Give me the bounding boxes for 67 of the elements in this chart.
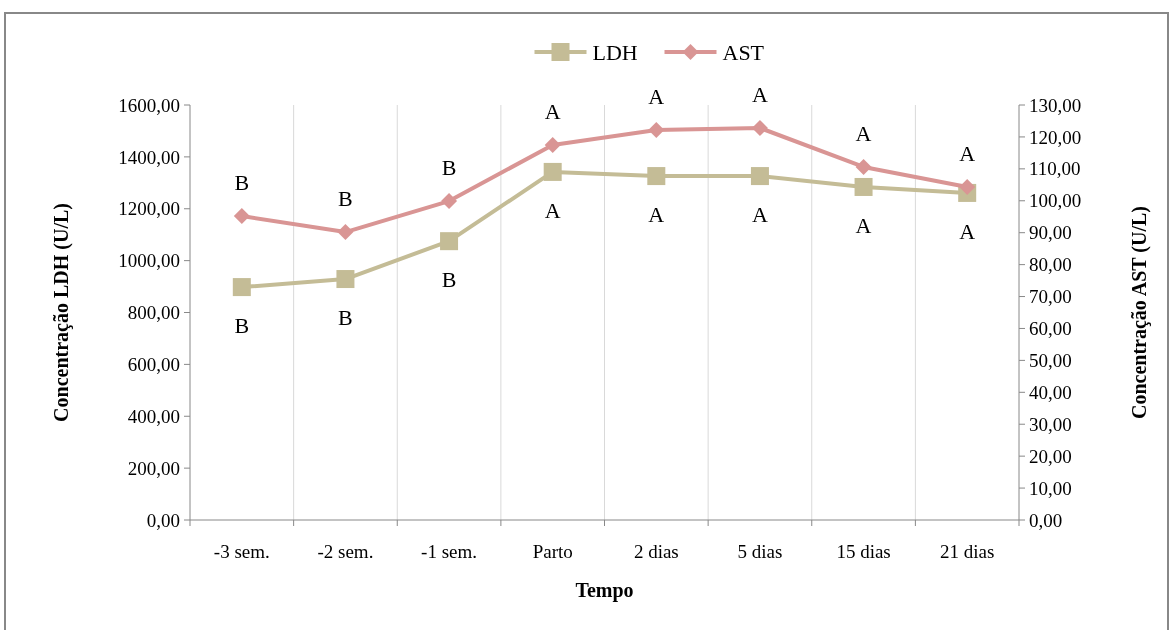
legend-label: AST	[722, 39, 765, 65]
y2-axis-title: Concentração AST (U/L)	[1128, 206, 1151, 419]
y-tick-label: 800,00	[127, 302, 180, 324]
y-tick-label: 1000,00	[118, 250, 180, 272]
y-tick-label: 0,00	[146, 509, 180, 531]
point	[959, 179, 976, 196]
y2-tick-label: 90,00	[1029, 222, 1072, 244]
point	[854, 177, 873, 196]
y-tick-label: 1400,00	[118, 146, 180, 168]
point	[750, 167, 769, 186]
point	[647, 167, 666, 186]
y2-tick-label: 50,00	[1029, 350, 1072, 372]
y2-tick-label: 120,00	[1029, 126, 1082, 148]
y-tick-label: 600,00	[127, 354, 180, 376]
y2-tick-label: 70,00	[1029, 286, 1072, 308]
data-label: A	[544, 98, 561, 124]
legend-label: LDH	[592, 39, 638, 65]
data-label: B	[338, 304, 353, 330]
y2-tick-label: 40,00	[1029, 381, 1072, 403]
data-label: B	[234, 169, 250, 195]
y2-tick-label: 60,00	[1029, 318, 1072, 340]
data-label: A	[959, 140, 976, 166]
y2-tick-label: 20,00	[1029, 445, 1072, 467]
x-tick-label: 2 dias	[633, 541, 679, 562]
data-label: B	[441, 154, 457, 180]
point	[855, 158, 872, 175]
x-tick-label: 15 dias	[836, 541, 891, 562]
point	[441, 193, 458, 210]
data-label: B	[234, 312, 250, 338]
y2-tick-label: 10,00	[1029, 477, 1072, 499]
y-axis-title: Concentração LDH (U/L)	[50, 203, 73, 422]
x-tick-label: 21 dias	[940, 541, 995, 562]
point	[233, 208, 250, 225]
x-axis-title: Tempo	[575, 579, 634, 602]
point	[544, 136, 561, 153]
x-tick-label: 5 dias	[737, 541, 783, 562]
point	[440, 232, 459, 251]
x-tick-label: -2 sem.	[317, 541, 374, 562]
point	[232, 278, 251, 297]
y2-tick-label: 30,00	[1029, 413, 1072, 435]
data-label: B	[338, 185, 353, 211]
data-label: A	[751, 81, 768, 107]
x-tick-label: Parto	[532, 541, 573, 562]
x-tick-label: -3 sem.	[213, 541, 270, 562]
x-tick-label: -1 sem.	[421, 541, 478, 562]
data-label: A	[648, 201, 665, 227]
y2-tick-label: 130,00	[1029, 94, 1082, 116]
point	[337, 224, 354, 241]
data-label: A	[855, 120, 872, 146]
y-tick-label: 200,00	[127, 457, 180, 479]
data-label: A	[855, 212, 872, 238]
data-label: B	[441, 266, 457, 292]
y2-tick-label: 110,00	[1029, 158, 1081, 180]
data-label: A	[751, 201, 768, 227]
y2-tick-label: 80,00	[1029, 254, 1072, 276]
point	[543, 162, 562, 181]
y-tick-label: 400,00	[127, 405, 180, 427]
y2-tick-label: 100,00	[1029, 190, 1082, 212]
data-label: A	[544, 197, 561, 223]
data-label: A	[648, 83, 665, 109]
y-tick-label: 1200,00	[118, 198, 180, 220]
y-tick-label: 1600,00	[118, 94, 180, 116]
y2-tick-label: 0,00	[1029, 509, 1063, 531]
data-label: A	[959, 218, 976, 244]
point	[751, 119, 768, 136]
point	[336, 270, 355, 289]
point	[648, 121, 665, 138]
